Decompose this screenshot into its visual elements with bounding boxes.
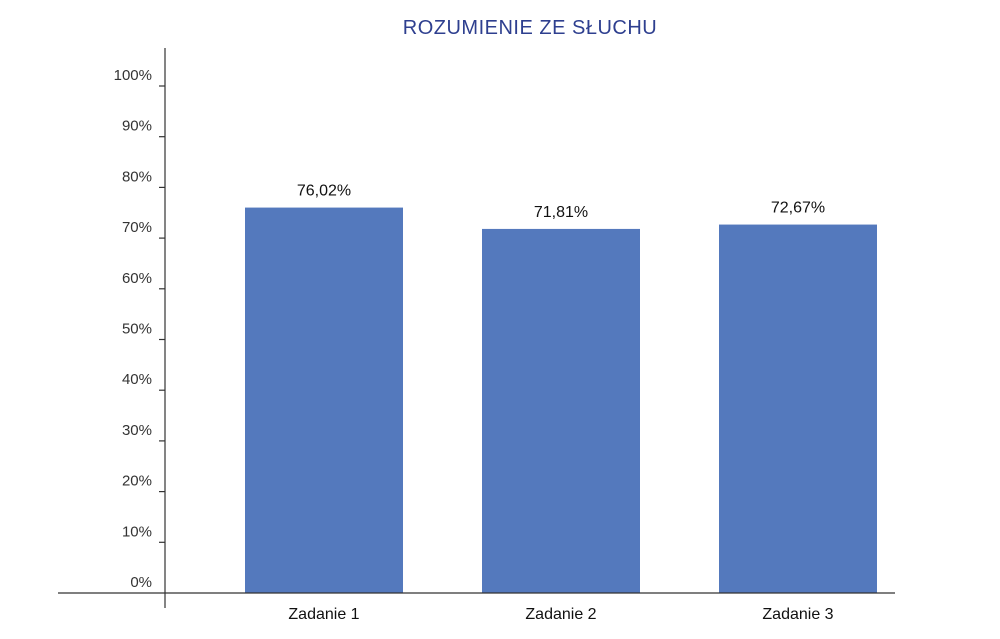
y-tick-label: 100% (114, 67, 152, 84)
x-tick-label: Zadanie 3 (762, 606, 833, 623)
y-tick-label: 90% (122, 118, 152, 135)
y-tick-label: 30% (122, 422, 152, 439)
y-axis: 0% 10% 20% 30% 40% 50% 60% 70% 80% 90% 100% (114, 48, 166, 608)
bar (719, 224, 877, 593)
y-tick-label: 70% (122, 219, 152, 236)
bar (482, 228, 640, 594)
y-tick-label: 50% (122, 321, 152, 338)
y-tick-label: 0% (130, 574, 152, 591)
data-label: 71,81% (534, 204, 588, 221)
data-label: 72,67% (771, 200, 825, 217)
x-tick-label: Zadanie 1 (288, 606, 359, 623)
x-axis: Zadanie 1 Zadanie 2 Zadanie 3 (58, 592, 895, 623)
bars: 76,02% 71,81% 72,67% (245, 183, 877, 594)
y-tick-label: 80% (122, 168, 152, 185)
chart-title: ROZUMIENIE ZE SŁUCHU (403, 17, 657, 39)
y-tick-label: 60% (122, 270, 152, 287)
data-label: 76,02% (297, 183, 351, 200)
x-tick-label: Zadanie 2 (525, 606, 596, 623)
bar (245, 207, 403, 593)
y-tick-label: 10% (122, 523, 152, 540)
y-tick-label: 20% (122, 473, 152, 490)
y-tick-label: 40% (122, 371, 152, 388)
